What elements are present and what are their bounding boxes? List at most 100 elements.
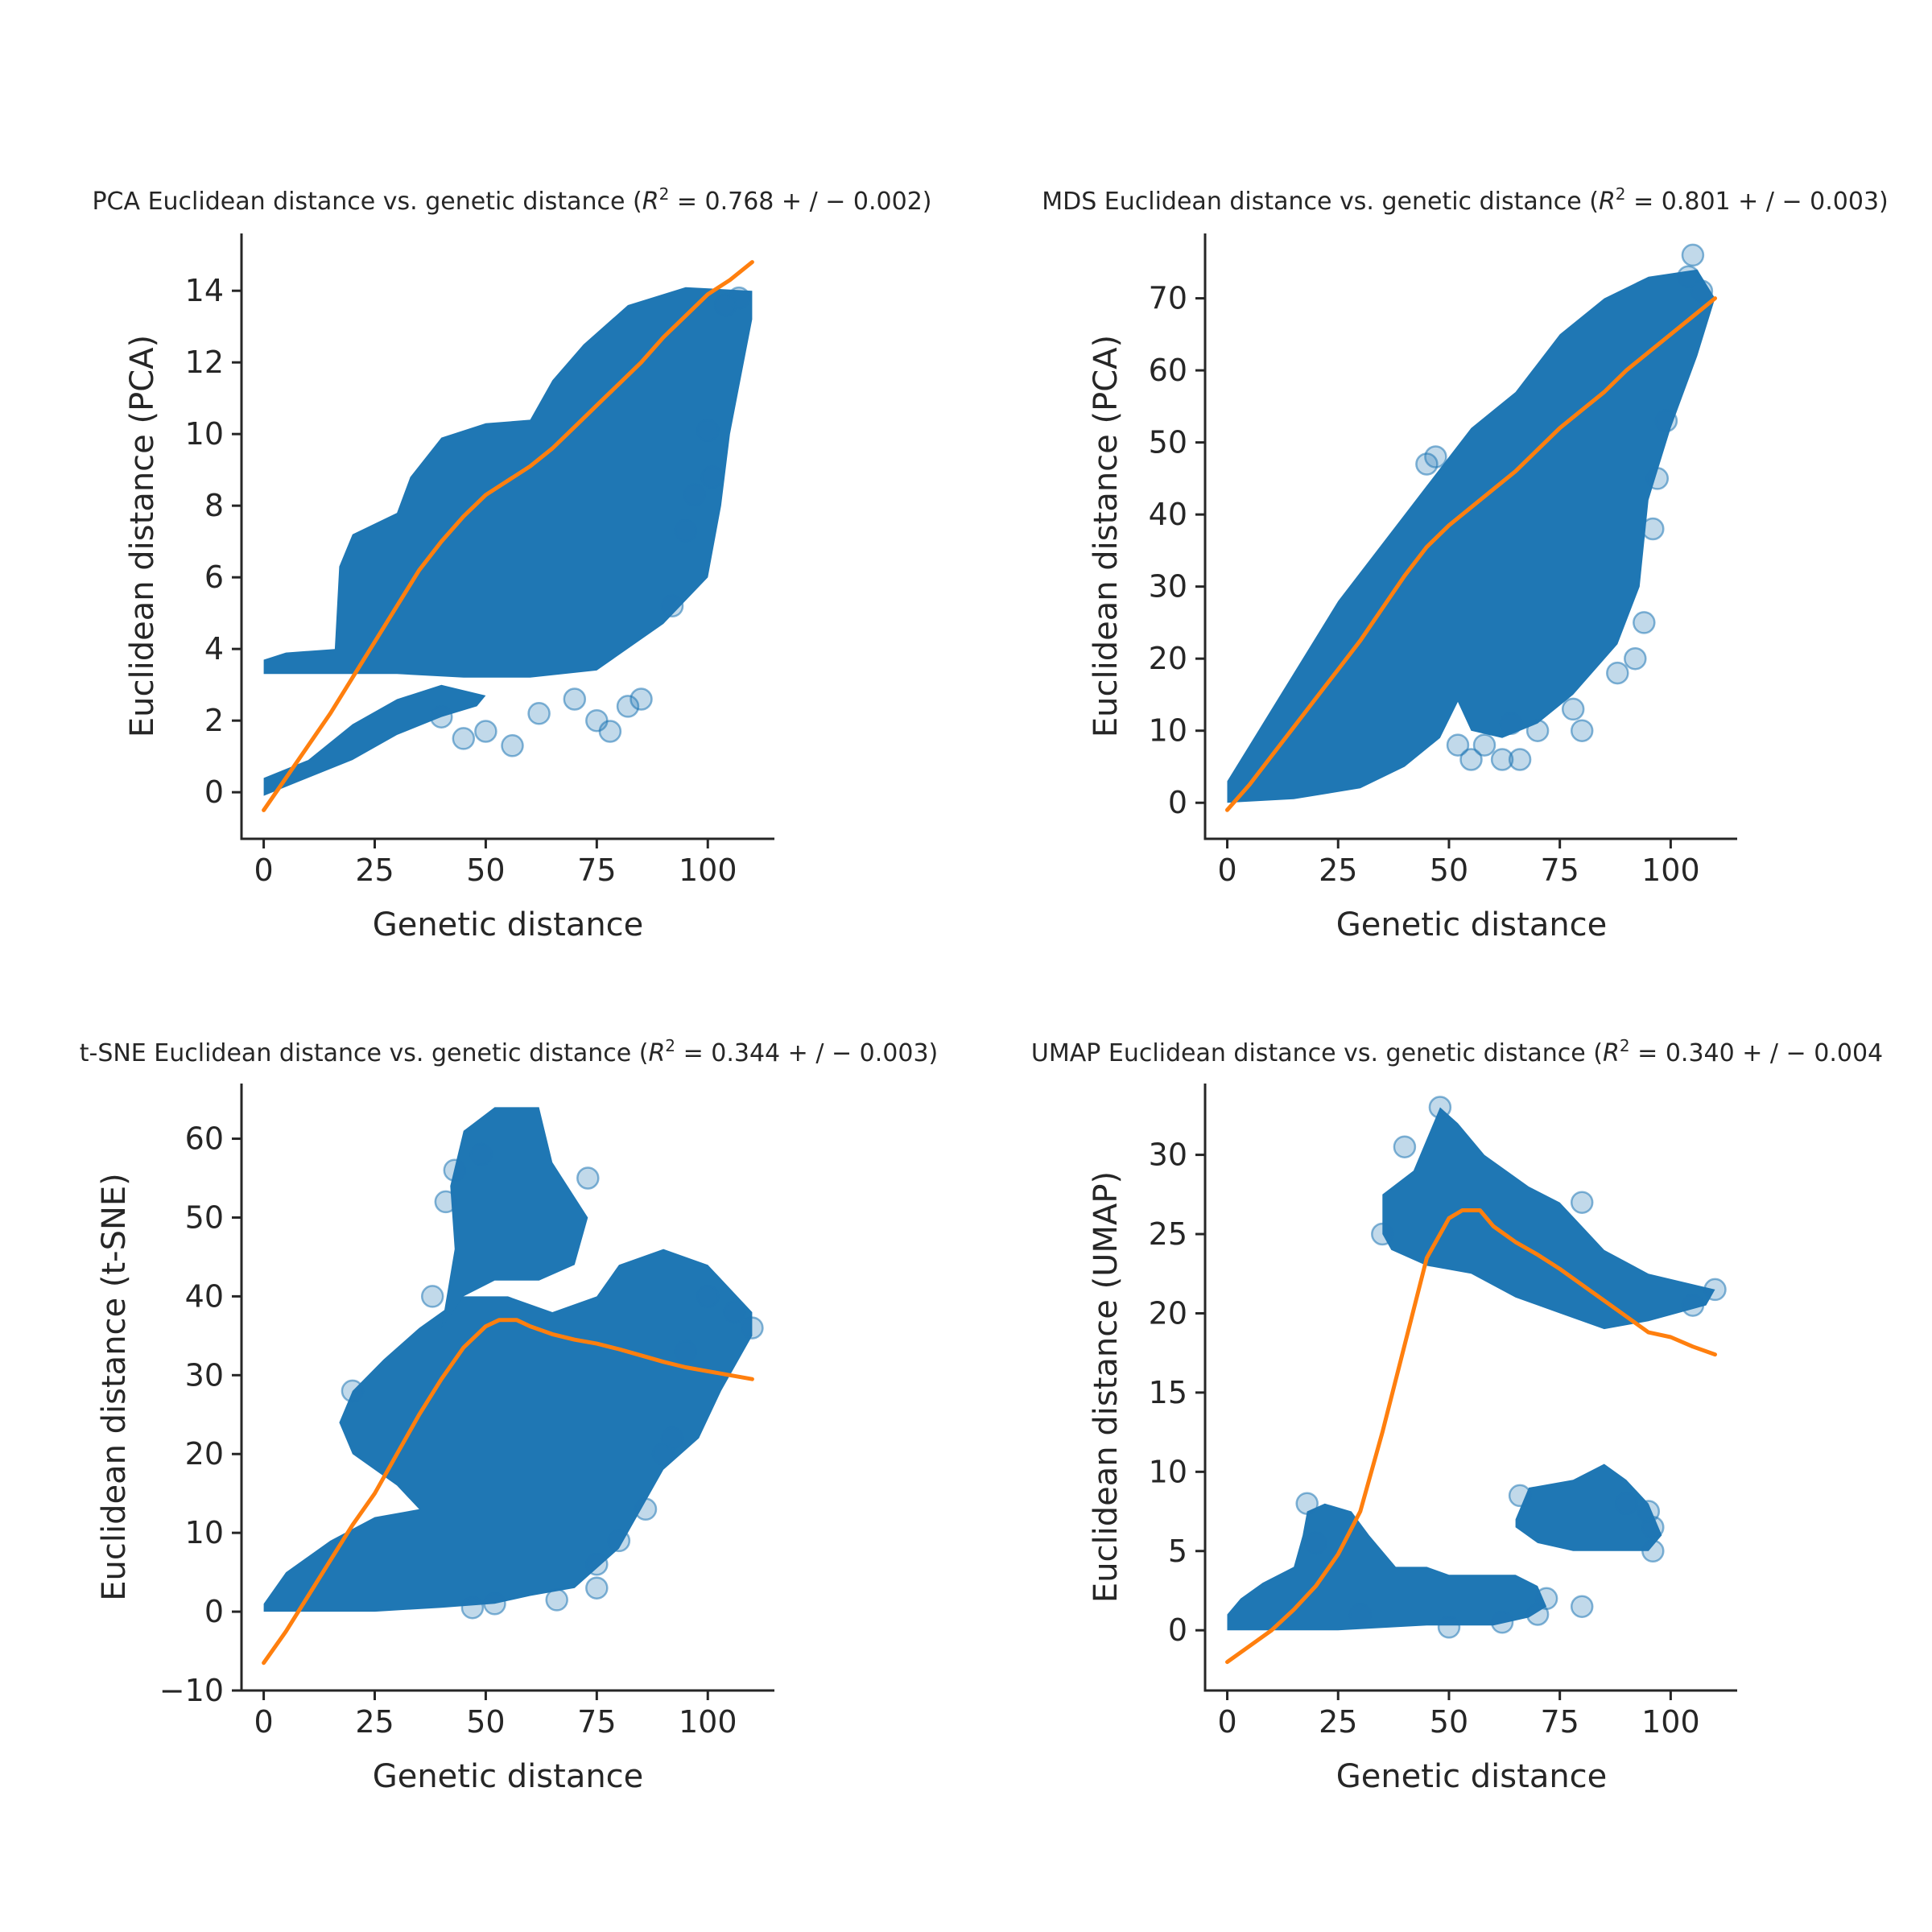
data-point-tsne-10 bbox=[696, 1285, 720, 1308]
title-pca: PCA Euclidean distance vs. genetic dista… bbox=[92, 184, 931, 216]
outlier-points-tsne bbox=[341, 1142, 764, 1620]
y-tick-label: 0 bbox=[1168, 785, 1187, 820]
y-tick-label: 0 bbox=[204, 774, 224, 810]
x-tick-label: 25 bbox=[355, 852, 394, 888]
y-ticks-mds: 0 10 20 30 40 50 60 70 bbox=[1149, 281, 1205, 820]
data-point-mds-10 bbox=[1570, 719, 1594, 742]
data-point-mds-17 bbox=[1677, 265, 1700, 288]
data-point-pca-11 bbox=[674, 519, 697, 543]
data-point-mds-4 bbox=[1472, 733, 1496, 757]
data-point-mds-2 bbox=[1446, 733, 1470, 757]
y-tick-label: 5 bbox=[1168, 1534, 1187, 1569]
data-point-pca-12 bbox=[683, 483, 706, 507]
title-mds: MDS Euclidean distance vs. genetic dista… bbox=[1042, 184, 1889, 216]
y-tick-label: 50 bbox=[185, 1199, 224, 1235]
data-point-pca-8 bbox=[616, 695, 640, 718]
data-point-umap-7 bbox=[1570, 1595, 1594, 1618]
cloud-region-mds-0 bbox=[1227, 269, 1715, 803]
data-point-umap-0 bbox=[1295, 1492, 1319, 1515]
data-point-mds-12 bbox=[1624, 646, 1647, 671]
point-cloud-pca bbox=[263, 287, 753, 796]
y-tick-label: 14 bbox=[185, 273, 224, 308]
x-tick-label: 25 bbox=[1319, 1704, 1357, 1740]
data-point-tsne-0 bbox=[460, 1596, 485, 1620]
y-axis-label-umap: Euclidean distance (UMAP) bbox=[1088, 1171, 1125, 1603]
data-point-pca-10 bbox=[660, 594, 684, 618]
data-point-mds-9 bbox=[1561, 697, 1585, 721]
data-point-umap-2 bbox=[1348, 1603, 1373, 1626]
y-ticks-tsne: −10 0 10 20 30 40 50 60 bbox=[159, 1121, 242, 1708]
fit-line-umap bbox=[1225, 1208, 1717, 1665]
y-axis-label-mds: Euclidean distance (PCA) bbox=[1088, 335, 1125, 737]
y-tick-label: 0 bbox=[1168, 1612, 1187, 1648]
data-point-mds-11 bbox=[1606, 661, 1629, 685]
x-tick-label: 100 bbox=[1641, 852, 1700, 888]
data-point-tsne-3 bbox=[585, 1576, 609, 1600]
fit-line-pca bbox=[262, 260, 754, 812]
data-point-tsne-15 bbox=[469, 1142, 493, 1166]
fit-line-tsne bbox=[262, 1318, 754, 1666]
y-tick-label: 0 bbox=[204, 1594, 224, 1629]
y-tick-label: 30 bbox=[1149, 569, 1187, 605]
data-point-umap-16 bbox=[1703, 1278, 1727, 1302]
data-point-umap-14 bbox=[1428, 1096, 1452, 1119]
y-tick-label: 60 bbox=[1149, 353, 1187, 388]
y-axis-label-pca: Euclidean distance (PCA) bbox=[124, 335, 161, 737]
x-tick-label: 100 bbox=[679, 1704, 737, 1740]
data-point-mds-15 bbox=[1645, 467, 1670, 490]
y-ticks-pca: 0 2 4 6 8 10 12 14 bbox=[185, 273, 242, 810]
x-tick-label: 75 bbox=[577, 852, 616, 888]
data-point-pca-9 bbox=[630, 687, 653, 711]
y-tick-label: 30 bbox=[185, 1357, 224, 1393]
y-ticks-umap: 0 5 10 15 20 25 30 bbox=[1149, 1137, 1205, 1648]
data-point-mds-18 bbox=[1681, 243, 1705, 267]
y-tick-label: 10 bbox=[1149, 1454, 1187, 1489]
x-ticks-tsne: 0 25 50 75 100 bbox=[254, 1690, 737, 1740]
data-point-tsne-12 bbox=[741, 1316, 764, 1340]
data-point-umap-6 bbox=[1534, 1587, 1558, 1611]
outlier-points-umap bbox=[1295, 1096, 1727, 1639]
y-tick-label: −10 bbox=[159, 1673, 224, 1708]
y-tick-label: 40 bbox=[1149, 497, 1187, 532]
y-tick-label: 60 bbox=[185, 1121, 224, 1157]
data-point-umap-15 bbox=[1570, 1191, 1594, 1214]
data-point-pca-13 bbox=[696, 419, 720, 442]
x-tick-label: 0 bbox=[254, 1704, 273, 1740]
y-tick-label: 15 bbox=[1149, 1375, 1187, 1410]
y-axis-label-tsne: Euclidean distance (t-SNE) bbox=[96, 1173, 133, 1601]
y-tick-label: 8 bbox=[204, 488, 224, 523]
data-point-mds-1 bbox=[1424, 445, 1447, 469]
data-point-umap-18 bbox=[1371, 1222, 1394, 1246]
y-tick-label: 20 bbox=[1149, 641, 1187, 676]
data-point-mds-5 bbox=[1490, 748, 1514, 771]
data-point-pca-14 bbox=[700, 465, 724, 489]
x-tick-label: 100 bbox=[1641, 1704, 1700, 1740]
x-tick-label: 100 bbox=[679, 852, 737, 888]
cloud-region-umap-0 bbox=[1227, 1503, 1547, 1631]
data-point-pca-2 bbox=[474, 720, 497, 743]
x-axis-label-mds: Genetic distance bbox=[1336, 906, 1608, 943]
cloud-region-umap-2 bbox=[1382, 1107, 1715, 1330]
data-point-mds-8 bbox=[1525, 719, 1550, 742]
data-point-tsne-4 bbox=[585, 1553, 609, 1576]
point-cloud-tsne bbox=[263, 1107, 753, 1612]
data-point-tsne-8 bbox=[660, 1426, 684, 1450]
x-tick-label: 50 bbox=[466, 1704, 505, 1740]
data-point-umap-4 bbox=[1490, 1611, 1514, 1634]
cloud-region-tsne-0 bbox=[263, 1249, 753, 1612]
x-tick-label: 75 bbox=[1540, 852, 1579, 888]
data-point-pca-3 bbox=[501, 734, 524, 758]
data-point-pca-16 bbox=[727, 286, 751, 310]
data-point-tsne-13 bbox=[434, 1190, 458, 1214]
y-tick-label: 25 bbox=[1149, 1216, 1187, 1252]
y-tick-label: 10 bbox=[185, 416, 224, 452]
data-point-umap-1 bbox=[1304, 1531, 1327, 1555]
data-point-tsne-16 bbox=[576, 1166, 600, 1190]
data-point-umap-11 bbox=[1641, 1539, 1665, 1563]
y-tick-label: 2 bbox=[204, 703, 224, 738]
data-point-tsne-9 bbox=[674, 1340, 697, 1364]
x-tick-label: 0 bbox=[1217, 1704, 1236, 1740]
x-axis-label-pca: Genetic distance bbox=[373, 906, 644, 943]
x-ticks-mds: 0 25 50 75 100 bbox=[1217, 839, 1700, 888]
x-axis-label-umap: Genetic distance bbox=[1336, 1758, 1608, 1795]
